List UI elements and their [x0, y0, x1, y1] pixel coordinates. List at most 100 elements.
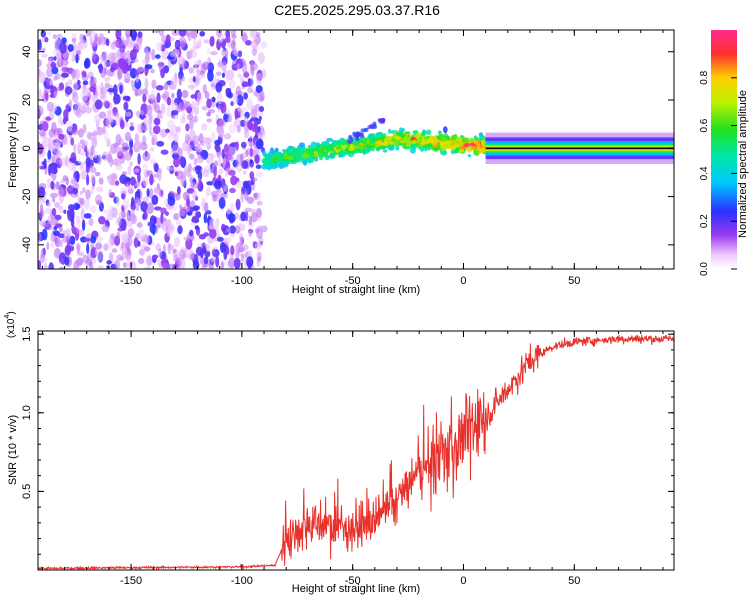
- spectrogram-noise-blob: [95, 186, 104, 193]
- spectrogram-noise-blob: [107, 174, 115, 185]
- spectrogram-noise-blob: [213, 165, 217, 178]
- spectrogram-noise-blob: [203, 212, 208, 224]
- spectrogram-noise-blob: [235, 163, 243, 173]
- spectrogram-noise-blob: [125, 254, 132, 262]
- spectrogram-noise-blob: [240, 190, 244, 203]
- spectrogram-noise-blob: [68, 99, 73, 109]
- spectrogram-noise-blob: [148, 188, 154, 199]
- spectrogram-noise-blob: [144, 246, 151, 252]
- spectrogram-noise-blob: [149, 173, 154, 186]
- spectrogram-noise-blob: [215, 144, 221, 153]
- spectrogram-noise-blob: [180, 100, 185, 112]
- spectrogram-noise-blob: [127, 228, 135, 238]
- spectrogram-noise-blob: [56, 58, 64, 68]
- spectrogram-noise-blob: [192, 205, 200, 211]
- spectrogram-noise-blob: [174, 236, 181, 248]
- spectrogram-noise-blob: [65, 228, 71, 237]
- spectrogram-noise-blob: [74, 68, 81, 80]
- spectrogram-noise-blob: [146, 105, 153, 117]
- spectrogram-noise-blob: [216, 92, 223, 105]
- spectrogram-noise-blob: [135, 74, 140, 83]
- spectrogram-noise-blob: [80, 236, 88, 243]
- spectrogram-noise-blob: [208, 218, 217, 230]
- spectrogram-noise-blob: [102, 100, 109, 107]
- spectrogram-noise-blob: [214, 180, 222, 190]
- spectrogram-noise-blob: [59, 266, 65, 269]
- spectrogram-noise-blob: [147, 221, 151, 227]
- spectrogram-noise-blob: [70, 176, 77, 188]
- snr-y-label: SNR (10 * v/v): [7, 415, 19, 485]
- spectrogram-noise-blob: [134, 168, 140, 173]
- spectrogram-noise-blob: [64, 86, 73, 95]
- spectrogram-streak-blob: [348, 139, 353, 144]
- spectrogram-noise-blob: [59, 239, 64, 248]
- spectrogram-noise-blob: [103, 243, 109, 251]
- spectrogram-noise-blob: [246, 256, 254, 268]
- spectrogram-noise-blob: [162, 244, 167, 254]
- spectrogram-signal-blob: [332, 150, 337, 156]
- spectrogram-noise-blob: [160, 68, 166, 79]
- spectrogram-signal-blob: [476, 143, 481, 150]
- spectrogram-noise-blob: [54, 202, 60, 208]
- spectrogram-noise-blob: [152, 125, 161, 135]
- spectrogram-noise-blob: [155, 85, 164, 91]
- spectrogram-noise-blob: [151, 134, 158, 146]
- spectrogram-noise-blob: [198, 133, 204, 144]
- spectrogram-noise-blob: [85, 189, 91, 200]
- spectrogram-noise-blob: [214, 139, 221, 146]
- snr-y-tick-label: 1.5: [21, 326, 33, 341]
- spectrogram-noise-blob: [226, 228, 231, 233]
- spectrogram-noise-blob: [174, 170, 179, 177]
- spectrogram-noise-blob: [137, 31, 143, 39]
- spectrogram-noise-blob: [190, 180, 195, 189]
- spectrogram-noise-blob: [142, 93, 147, 103]
- spectrogram-noise-blob: [115, 134, 122, 146]
- spectrogram-noise-blob: [122, 95, 131, 101]
- spectrogram-noise-blob: [100, 82, 104, 94]
- spectrogram-noise-blob: [173, 49, 180, 59]
- spectrogram-noise-blob: [171, 110, 179, 116]
- spectrogram-noise-blob: [171, 92, 175, 99]
- spectrogram-signal-blob: [480, 147, 487, 153]
- spectrogram-noise-blob: [151, 79, 157, 89]
- spectrogram-noise-blob: [90, 186, 94, 195]
- spectrogram-noise-blob: [45, 90, 49, 101]
- spectrogram-signal-blob: [389, 144, 393, 149]
- spectrogram-noise-blob: [63, 209, 67, 214]
- spectrogram-noise-blob: [218, 197, 226, 209]
- spectrogram-noise-blob: [64, 244, 72, 257]
- spectrogram-signal-blob: [383, 141, 389, 146]
- spectrogram-noise-blob: [47, 138, 54, 151]
- spectrogram-noise-blob: [205, 137, 210, 144]
- spectrogram-noise-blob: [231, 47, 238, 55]
- spectrogram-noise-blob: [137, 123, 144, 133]
- snr-x-tick-label: 50: [568, 575, 580, 587]
- spectrogram-noise-blob: [237, 223, 246, 232]
- spectrogram-noise-blob: [192, 37, 198, 49]
- spectrogram-noise-blob: [199, 31, 206, 37]
- spectrogram-noise-blob: [101, 52, 108, 63]
- spectrogram-signal-blob: [441, 136, 448, 143]
- spectrogram-noise-blob: [47, 201, 52, 207]
- spectrogram-noise-blob: [153, 163, 159, 173]
- spectrogram-noise-blob: [144, 77, 149, 90]
- spectrogram-noise-blob: [137, 228, 145, 240]
- spectrogram-noise-blob: [231, 166, 235, 171]
- spectrogram-signal-blob: [305, 148, 312, 153]
- spectrogram-noise-blob: [148, 123, 152, 135]
- spectrogram-signal-blob: [378, 134, 383, 138]
- spectrogram-noise-blob: [170, 51, 175, 58]
- snr-x-tick-label: 0: [460, 575, 466, 587]
- spectrogram-noise-blob: [55, 73, 61, 80]
- spectrogram-noise-blob: [70, 216, 75, 228]
- spectrogram-noise-blob: [230, 245, 235, 256]
- spectrogram-noise-blob: [85, 156, 91, 168]
- spectrogram-noise-blob: [225, 87, 232, 93]
- spectrogram-noise-blob: [89, 261, 94, 269]
- spectrogram-signal-blob: [430, 136, 435, 144]
- spectrogram-noise-blob: [146, 188, 150, 198]
- spectrogram-noise-blob: [49, 165, 58, 174]
- spectrogram-noise-blob: [197, 38, 203, 46]
- spectrogram-noise-blob: [87, 71, 94, 79]
- spectrogram-noise-blob: [172, 248, 177, 254]
